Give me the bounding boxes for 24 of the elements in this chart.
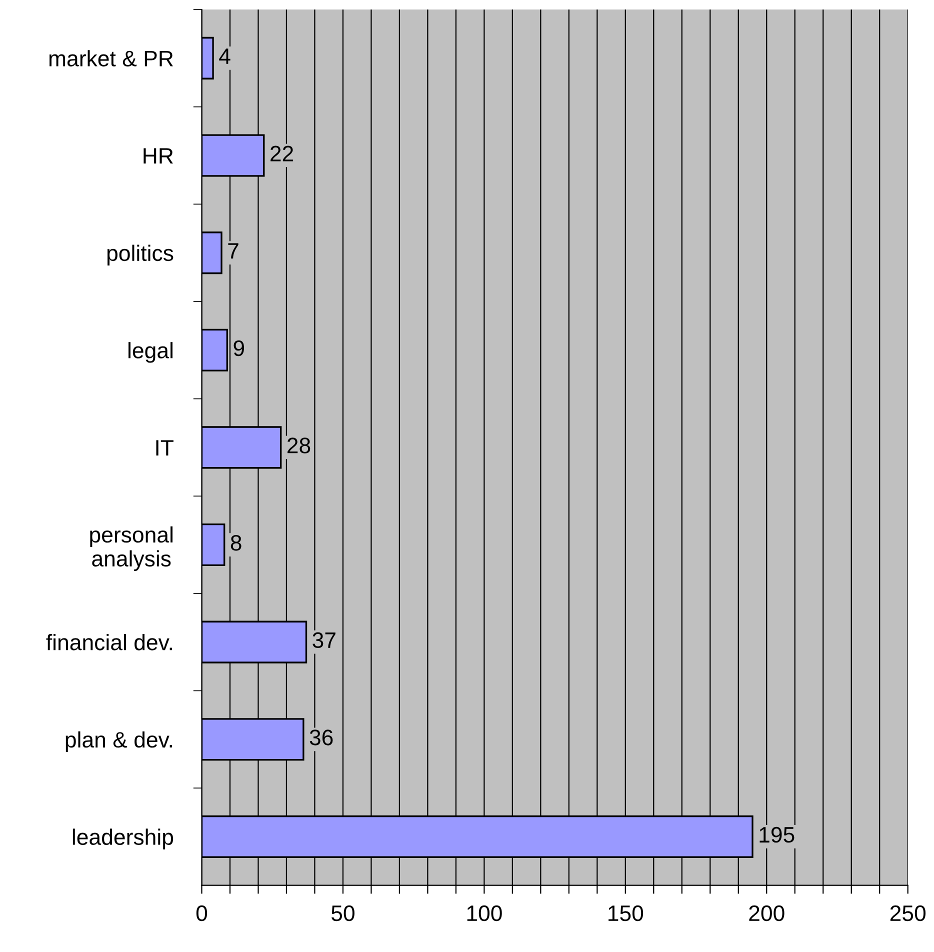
data-label: 195 (760, 826, 794, 843)
data-label: 8 (230, 534, 242, 551)
data-label: 7 (228, 243, 238, 259)
y-tick-label: plan & dev. (66, 731, 172, 752)
data-label: 36 (310, 730, 333, 746)
data-label: 37 (312, 632, 336, 648)
y-tick-label: HR (144, 148, 173, 164)
data-label: 9 (234, 340, 244, 356)
y-tick-label: financial dev. (46, 634, 172, 650)
x-tick-label: 150 (608, 905, 644, 922)
y-tick-label: leadership (72, 828, 174, 850)
y-tick-label: politics (107, 244, 174, 266)
x-tick-label: 50 (331, 905, 354, 922)
data-label: 4 (219, 48, 230, 64)
x-tick-label: 200 (749, 905, 784, 922)
x-tick-label: 0 (196, 905, 208, 922)
x-tick-label: 100 (467, 905, 502, 922)
y-tick-label: personal analysis (90, 526, 172, 571)
y-tick-label: market & PR (49, 50, 173, 66)
y-tick-label: IT (156, 440, 174, 456)
data-label: 28 (288, 438, 310, 454)
y-tick-label: legal (128, 342, 172, 363)
data-label: 22 (270, 146, 294, 162)
x-tick-label: 250 (890, 905, 926, 922)
